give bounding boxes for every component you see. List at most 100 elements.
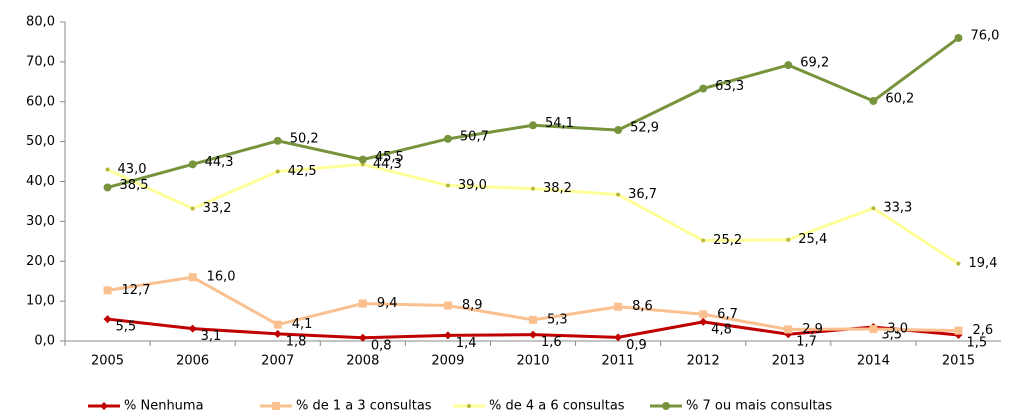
data-label: 63,3 bbox=[715, 79, 744, 94]
y-tick-label: 30,0 bbox=[26, 214, 55, 229]
point bbox=[784, 325, 793, 334]
point bbox=[443, 134, 452, 143]
point bbox=[445, 183, 450, 188]
data-label: 36,7 bbox=[628, 187, 657, 202]
y-tick-label: 10,0 bbox=[26, 294, 55, 309]
y-tick-label: 40,0 bbox=[26, 174, 55, 189]
point bbox=[869, 96, 878, 105]
legend-label: % Nenhuma bbox=[124, 399, 204, 414]
point bbox=[103, 183, 112, 192]
x-tick-label: 2005 bbox=[91, 354, 124, 369]
point bbox=[103, 315, 112, 324]
line bbox=[107, 36, 960, 189]
data-label: 16,0 bbox=[207, 270, 236, 285]
legend-label: % de 4 a 6 consultas bbox=[489, 399, 625, 414]
x-tick-label: 2008 bbox=[346, 354, 379, 369]
point bbox=[358, 333, 367, 342]
point bbox=[443, 301, 452, 310]
y-tick-label: 0,0 bbox=[34, 334, 55, 349]
data-label: 2,6 bbox=[972, 323, 993, 338]
y-tick-label: 60,0 bbox=[26, 94, 55, 109]
data-label: 8,9 bbox=[462, 298, 483, 313]
point bbox=[188, 273, 197, 282]
point bbox=[275, 169, 280, 174]
point bbox=[614, 333, 623, 342]
point bbox=[529, 121, 537, 130]
point bbox=[871, 206, 876, 211]
point bbox=[699, 84, 708, 93]
data-label: 12,7 bbox=[122, 283, 151, 298]
data-label: 5,5 bbox=[116, 320, 137, 335]
y-tick-label: 80,0 bbox=[26, 15, 55, 30]
data-label: 1,6 bbox=[541, 335, 562, 350]
point bbox=[273, 329, 282, 338]
point bbox=[188, 324, 197, 333]
data-label: 39,0 bbox=[458, 178, 487, 193]
x-tick-label: 2015 bbox=[942, 354, 975, 369]
point bbox=[956, 261, 961, 266]
data-label: 25,2 bbox=[713, 233, 742, 248]
data-label: 43,0 bbox=[118, 162, 147, 177]
point bbox=[699, 310, 708, 319]
data-label: 9,4 bbox=[377, 296, 398, 311]
data-label: 52,9 bbox=[630, 121, 659, 136]
data-label: 45,5 bbox=[375, 150, 404, 165]
x-tick-label: 2013 bbox=[772, 354, 805, 369]
y-tick-label: 70,0 bbox=[26, 54, 55, 69]
point bbox=[954, 33, 963, 42]
point bbox=[701, 238, 706, 243]
point bbox=[699, 317, 708, 326]
line bbox=[106, 162, 960, 265]
legend-marker bbox=[272, 402, 280, 410]
x-tick-label: 2014 bbox=[857, 354, 890, 369]
data-label: 44,3 bbox=[373, 157, 402, 172]
y-tick-label: 20,0 bbox=[26, 254, 55, 269]
data-label: 50,7 bbox=[460, 129, 489, 144]
point bbox=[531, 186, 535, 191]
point bbox=[443, 331, 452, 340]
data-label: 4,8 bbox=[711, 322, 732, 337]
data-label: 0,8 bbox=[371, 338, 392, 353]
data-label: 69,2 bbox=[800, 56, 829, 71]
data-label: 1,7 bbox=[796, 335, 817, 350]
point bbox=[954, 326, 963, 335]
point bbox=[614, 302, 623, 311]
point bbox=[188, 160, 197, 169]
data-label: 5,3 bbox=[547, 312, 568, 327]
data-label: 1,5 bbox=[966, 336, 987, 351]
data-label: 25,4 bbox=[798, 232, 827, 247]
point bbox=[529, 330, 537, 339]
x-tick-label: 2006 bbox=[176, 354, 209, 369]
point bbox=[105, 167, 110, 172]
data-label: 76,0 bbox=[970, 28, 999, 43]
x-tick-label: 2011 bbox=[602, 354, 635, 369]
legend-marker bbox=[467, 404, 471, 408]
x-tick-label: 2007 bbox=[261, 354, 294, 369]
point bbox=[358, 155, 367, 164]
data-label: 0,9 bbox=[626, 338, 647, 353]
legend-label: % de 1 a 3 consultas bbox=[296, 399, 432, 414]
data-label: 3,1 bbox=[201, 329, 222, 344]
data-label: 38,2 bbox=[543, 181, 572, 196]
data-label: 1,4 bbox=[456, 336, 477, 351]
data-label: 6,7 bbox=[717, 307, 738, 322]
y-tick-label: 50,0 bbox=[26, 134, 55, 149]
legend-marker bbox=[100, 402, 108, 410]
data-label: 44,3 bbox=[205, 155, 234, 170]
x-tick-label: 2010 bbox=[516, 354, 549, 369]
legend-marker bbox=[662, 402, 670, 410]
data-label: 3,5 bbox=[881, 328, 902, 343]
data-label: 2,9 bbox=[802, 322, 823, 337]
data-label: 50,2 bbox=[290, 131, 319, 146]
data-label: 38,5 bbox=[120, 178, 149, 193]
point bbox=[784, 61, 793, 70]
point bbox=[869, 325, 878, 334]
data-label: 42,5 bbox=[288, 164, 317, 179]
x-tick-label: 2009 bbox=[431, 354, 464, 369]
point bbox=[190, 206, 195, 211]
data-label: 8,6 bbox=[632, 299, 653, 314]
point bbox=[273, 136, 282, 145]
data-label: 60,2 bbox=[885, 91, 914, 106]
point bbox=[358, 299, 367, 308]
